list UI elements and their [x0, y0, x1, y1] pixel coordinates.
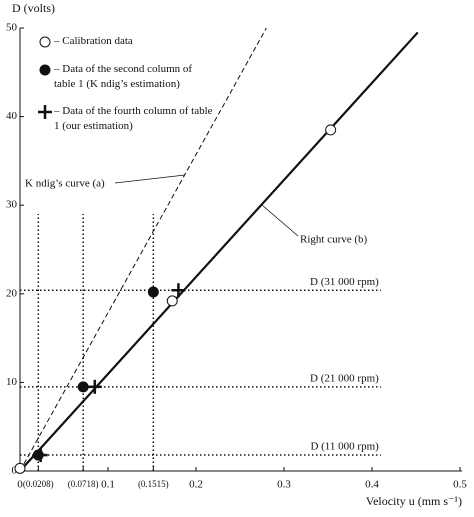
leader-line: [114, 174, 186, 184]
data-point: [147, 286, 159, 298]
x-tick-label: 0.1: [101, 479, 115, 491]
y-axis-label: D (volts): [12, 1, 55, 15]
x-tick-label: 0.2: [189, 479, 203, 491]
legend-label: – Data of the second column of table 1 (…: [54, 63, 193, 90]
legend-label: – Calibration data: [54, 35, 133, 47]
curve: [19, 27, 267, 472]
data-point: [14, 462, 26, 474]
legend-item: – Data of the second column of table 1 (…: [36, 62, 226, 92]
x-tick-label: 0: [17, 479, 23, 491]
data-point: [325, 124, 337, 136]
data-point: [77, 381, 89, 393]
legend-marker-box: [39, 64, 51, 76]
x-tick-label: 0.3: [277, 479, 291, 491]
data-point: [87, 379, 102, 394]
y-tick-label: 20: [6, 287, 18, 299]
legend-marker-box: [38, 105, 52, 119]
legend-item: – Calibration data: [36, 34, 226, 50]
curve-label: Right curve (b): [300, 234, 368, 246]
reference-label: D (21 000 rpm): [310, 372, 379, 384]
curve: [19, 31, 419, 472]
reference-label: D (11 000 rpm): [310, 441, 379, 453]
reference-label: D (31 000 rpm): [310, 276, 379, 288]
x-tick-label: 0.5: [453, 479, 467, 491]
data-point: [33, 448, 48, 463]
legend-marker: [39, 64, 51, 76]
x-axis-label: Velocity u (mm s⁻¹): [366, 494, 462, 508]
x-tick-label: (0.0208): [23, 479, 54, 489]
legend-item: – Data of the fourth column of table 1 (…: [36, 104, 226, 134]
curve-label: K ndig’s curve (a): [25, 178, 105, 190]
y-tick-label: 10: [6, 376, 18, 388]
leader-line: [261, 204, 299, 237]
y-tick-label: 30: [6, 199, 18, 211]
x-tick-label: 0.4: [365, 479, 379, 491]
legend-marker: [39, 36, 51, 48]
y-tick-label: 50: [6, 22, 18, 34]
y-tick-label: 40: [6, 110, 18, 122]
legend-label: – Data of the fourth column of table 1 (…: [54, 105, 213, 132]
data-point: [166, 295, 178, 307]
x-tick-label: (0.1515): [138, 479, 169, 489]
y-tick-label: 0: [12, 465, 18, 477]
legend: – Calibration data – Data of the second c…: [36, 34, 226, 146]
data-point: [171, 283, 186, 298]
x-tick-label: (0.0718): [68, 479, 99, 489]
legend-marker-box: [39, 36, 51, 48]
